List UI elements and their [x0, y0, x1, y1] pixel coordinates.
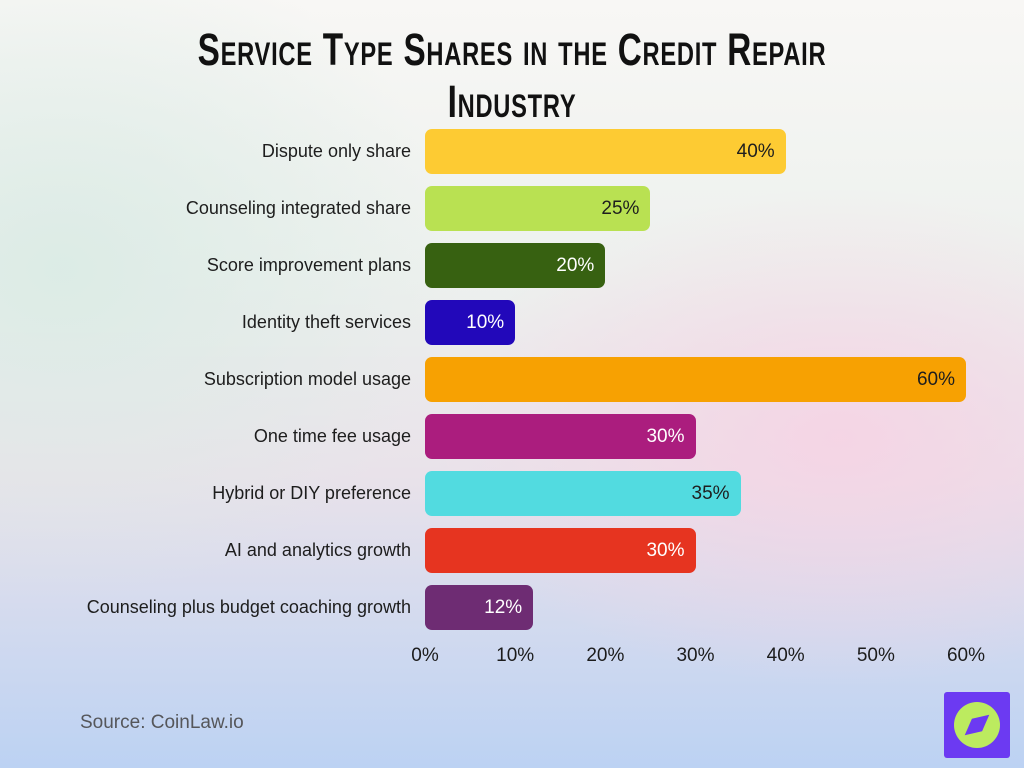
x-axis-tick: 10% — [496, 645, 535, 666]
bar-row: Score improvement plans 20% — [0, 237, 1024, 294]
bar-value-label: 60% — [916, 369, 955, 390]
bar-hybrid-diy: 35% — [425, 471, 741, 516]
category-label: Dispute only share — [261, 141, 411, 161]
bar-value-label: 40% — [736, 141, 775, 162]
bar-one-time-fee: 30% — [425, 414, 696, 459]
bar-track: 10% — [425, 300, 990, 345]
bar-identity-theft: 10% — [425, 300, 516, 345]
coinlaw-logo — [944, 692, 1010, 758]
bar-row: Dispute only share 40% — [0, 123, 1024, 180]
source-text: Source: CoinLaw.io — [80, 712, 244, 733]
bar-subscription-model: 60% — [425, 357, 966, 402]
category-label: One time fee usage — [253, 426, 411, 446]
bar-ai-analytics: 30% — [425, 528, 696, 573]
bar-track: 20% — [425, 243, 990, 288]
category-label: Subscription model usage — [203, 369, 411, 389]
x-axis-tick: 50% — [856, 645, 895, 666]
bar-dispute-only: 40% — [425, 129, 786, 174]
bar-value-label: 30% — [646, 426, 685, 447]
chart-title: Service Type Shares in the Credit Repair… — [197, 24, 827, 127]
bar-row: Counseling integrated share 25% — [0, 180, 1024, 237]
bar-track: 60% — [425, 357, 990, 402]
bar-counseling-budget: 12% — [425, 585, 534, 630]
bar-value-label: 35% — [691, 483, 730, 504]
category-label: AI and analytics growth — [224, 540, 411, 560]
x-axis-tick: 40% — [766, 645, 805, 666]
compass-leaf-icon — [944, 692, 1010, 758]
bar-row: AI and analytics growth 30% — [0, 522, 1024, 579]
bar-value-label: 30% — [646, 540, 685, 561]
bar-row: One time fee usage 30% — [0, 408, 1024, 465]
bar-value-label: 10% — [466, 312, 505, 333]
bar-track: 35% — [425, 471, 990, 516]
x-axis: 0% 10% 20% 30% 40% 50% 60% — [411, 645, 990, 671]
bar-score-improvement: 20% — [425, 243, 606, 288]
category-label: Score improvement plans — [206, 255, 411, 275]
x-axis-tick: 60% — [946, 645, 986, 666]
bar-value-label: 12% — [484, 597, 523, 618]
bar-track: 40% — [425, 129, 990, 174]
bar-row: Counseling plus budget coaching growth 1… — [0, 579, 1024, 636]
bar-value-label: 25% — [601, 198, 640, 219]
x-axis-tick: 30% — [676, 645, 715, 666]
bar-value-label: 20% — [556, 255, 595, 276]
category-label: Identity theft services — [241, 312, 411, 332]
bar-chart: Dispute only share 40% Counseling integr… — [0, 123, 1024, 671]
category-label: Hybrid or DIY preference — [212, 483, 411, 503]
bar-row: Subscription model usage 60% — [0, 351, 1024, 408]
x-axis-tick: 0% — [411, 645, 439, 666]
bar-track: 30% — [425, 528, 990, 573]
x-axis-tick: 20% — [586, 645, 625, 666]
bar-track: 25% — [425, 186, 990, 231]
bar-row: Identity theft services 10% — [0, 294, 1024, 351]
bar-counseling-integrated: 25% — [425, 186, 651, 231]
category-label: Counseling plus budget coaching growth — [86, 597, 411, 617]
bar-track: 30% — [425, 414, 990, 459]
category-label: Counseling integrated share — [185, 198, 411, 218]
bar-row: Hybrid or DIY preference 35% — [0, 465, 1024, 522]
bar-track: 12% — [425, 585, 990, 630]
